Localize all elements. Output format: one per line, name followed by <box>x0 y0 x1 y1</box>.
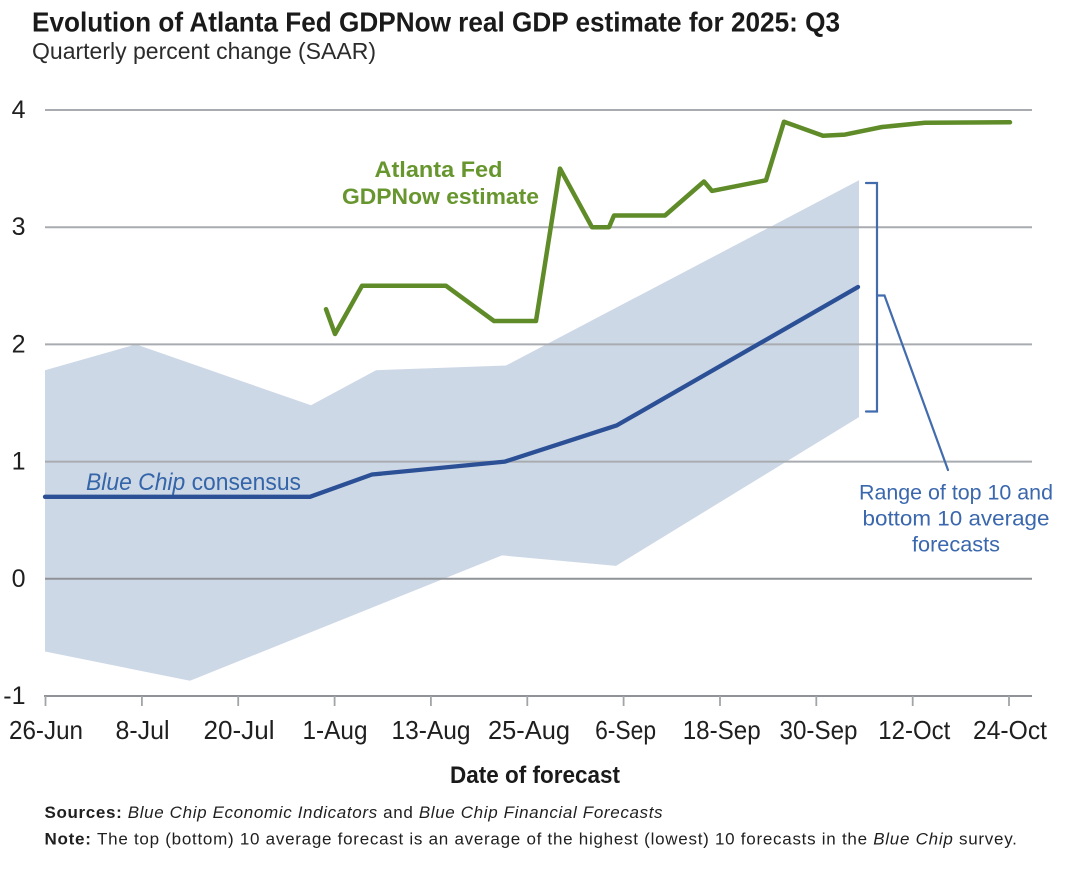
svg-text:Blue Chip consensus: Blue Chip consensus <box>86 469 301 496</box>
svg-text:Evolution of Atlanta Fed GDPNo: Evolution of Atlanta Fed GDPNow real GDP… <box>32 7 840 38</box>
svg-text:forecasts: forecasts <box>912 533 1000 556</box>
svg-text:2: 2 <box>12 330 26 358</box>
svg-text:25-Aug: 25-Aug <box>488 715 570 745</box>
svg-text:Range of top 10 and: Range of top 10 and <box>859 482 1053 505</box>
svg-text:20-Jul: 20-Jul <box>204 715 275 745</box>
svg-text:bottom 10 average: bottom 10 average <box>863 507 1050 530</box>
svg-text:Note: The top (bottom) 10 aver: Note: The top (bottom) 10 average foreca… <box>45 829 1018 848</box>
svg-text:0: 0 <box>12 565 26 593</box>
svg-text:18-Sep: 18-Sep <box>683 715 761 745</box>
svg-text:3: 3 <box>12 213 26 241</box>
svg-text:12-Oct: 12-Oct <box>878 715 951 745</box>
svg-text:1-Aug: 1-Aug <box>303 715 368 745</box>
svg-text:GDPNow estimate: GDPNow estimate <box>342 184 539 209</box>
svg-text:8-Jul: 8-Jul <box>116 715 170 745</box>
svg-text:6-Sep: 6-Sep <box>595 715 656 745</box>
svg-text:Sources: Blue Chip Economic In: Sources: Blue Chip Economic Indicators a… <box>45 803 664 822</box>
svg-text:24-Oct: 24-Oct <box>973 715 1048 745</box>
svg-text:26-Jun: 26-Jun <box>9 715 83 745</box>
svg-text:Atlanta Fed: Atlanta Fed <box>375 157 503 182</box>
svg-text:-1: -1 <box>3 682 25 710</box>
svg-text:Quarterly percent change (SAAR: Quarterly percent change (SAAR) <box>32 38 376 64</box>
svg-text:Date of forecast: Date of forecast <box>450 762 620 789</box>
svg-text:13-Aug: 13-Aug <box>392 715 471 745</box>
svg-text:1: 1 <box>12 448 26 476</box>
svg-text:4: 4 <box>12 96 26 124</box>
svg-text:30-Sep: 30-Sep <box>780 715 858 745</box>
